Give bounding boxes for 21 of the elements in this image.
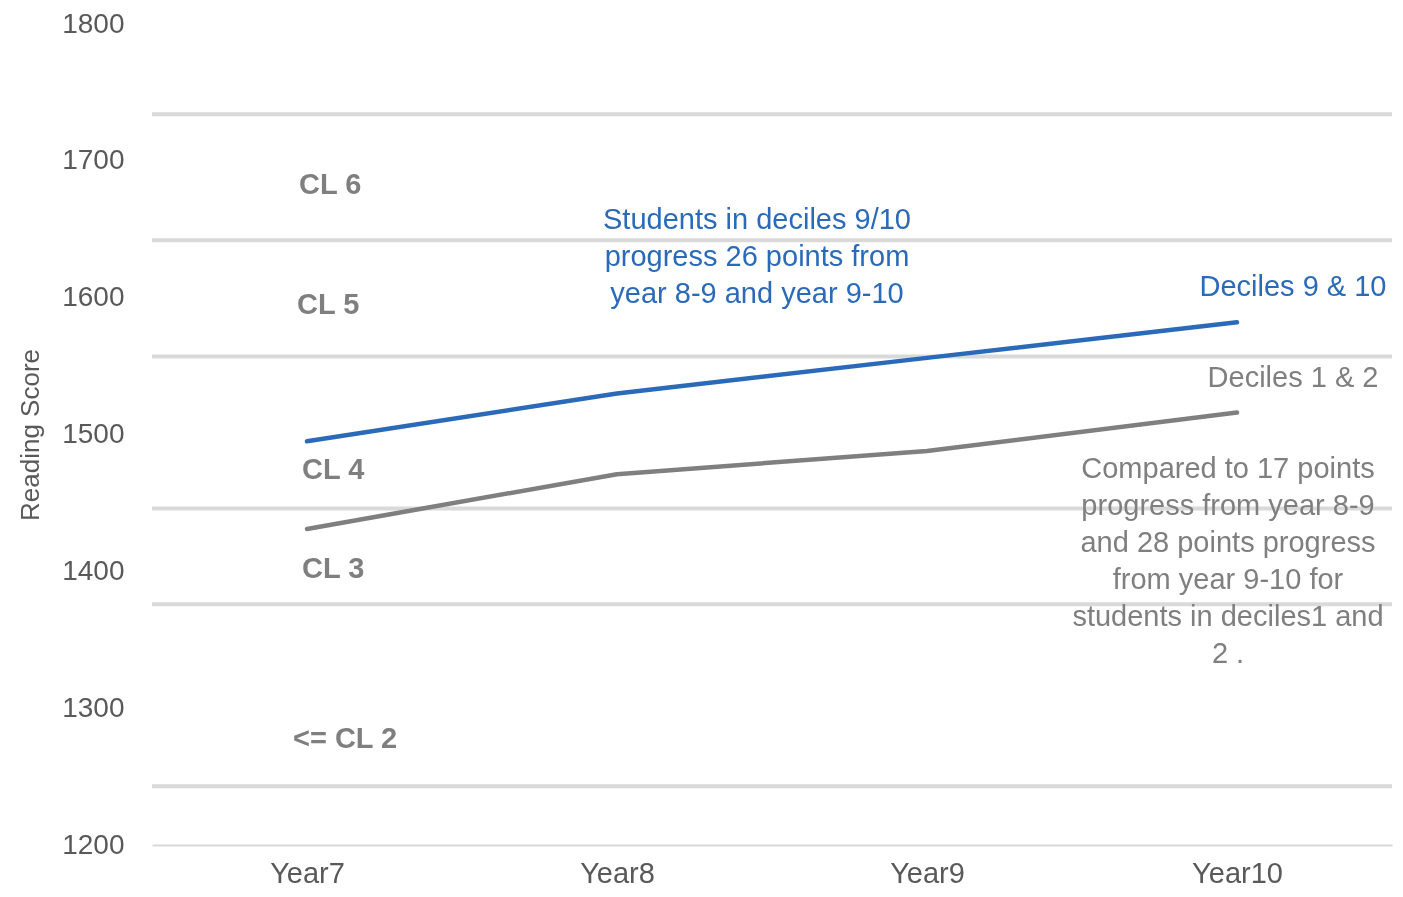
annotation: Compared to 17 points progress from year 8-9 and 28 points progress from year 9-10 for students in deciles1 and 2 . bbox=[1072, 452, 1384, 669]
annotation: Students in deciles 9/10 progress 26 points from year 8-9 and year 9-10 bbox=[603, 203, 911, 309]
y-tick-label: 1500 bbox=[62, 418, 125, 449]
x-tick-label: Year7 bbox=[270, 856, 345, 889]
y-tick-label: 1400 bbox=[62, 554, 125, 586]
y-tick-label: 1300 bbox=[62, 691, 125, 723]
series-label: Deciles 9 & 10 bbox=[1199, 270, 1387, 303]
y-tick-label: 1700 bbox=[62, 144, 125, 176]
series-label: Deciles 1 & 2 bbox=[1207, 360, 1379, 393]
annotation: CL 5 bbox=[297, 288, 360, 320]
annotation: CL 4 bbox=[302, 453, 365, 485]
y-tick-label: 1800 bbox=[62, 7, 125, 39]
y-tick-label: 1600 bbox=[62, 281, 125, 313]
annotation: CL 6 bbox=[299, 168, 362, 200]
annotation: <= CL 2 bbox=[293, 722, 398, 754]
annotation: CL 3 bbox=[302, 552, 365, 584]
x-tick-label: Year10 bbox=[1192, 856, 1283, 889]
x-tick-label: Year9 bbox=[890, 856, 965, 889]
y-tick-label: 1200 bbox=[62, 828, 125, 860]
y-axis-title: Reading Score bbox=[15, 349, 46, 521]
x-tick-label: Year8 bbox=[580, 856, 655, 889]
